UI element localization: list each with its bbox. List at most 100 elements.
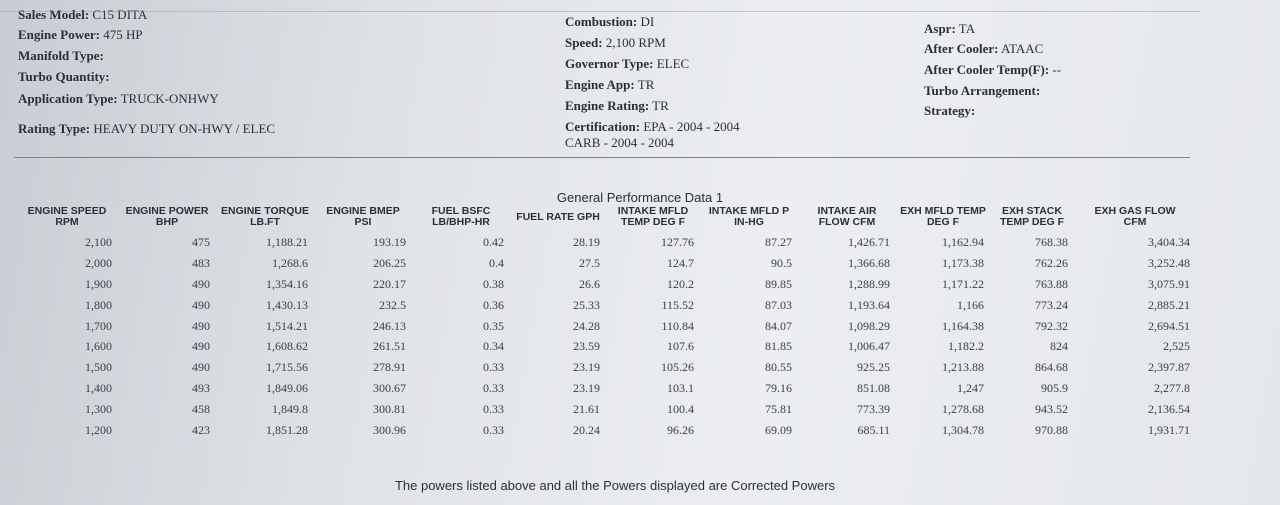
- table-cell: 0.38: [483, 276, 504, 291]
- table-cell: 1,193.64: [848, 297, 890, 312]
- table-cell: 0.42: [483, 234, 504, 249]
- table-cell: 120.2: [667, 276, 694, 291]
- table-cell: 773.24: [1035, 297, 1068, 312]
- table-cell: 69.09: [765, 422, 792, 437]
- table-cell: 2,525: [1163, 339, 1190, 354]
- table-cell: 0.35: [483, 318, 504, 333]
- table-row: 1,800 490 1,430.13 232.5 0.36 25.33 115.52 87.0…: [16, 295, 1196, 316]
- table-cell: 1,268.6: [272, 255, 308, 270]
- table-cell: 107.6: [667, 339, 694, 354]
- table-cell: 1,500: [85, 360, 112, 375]
- table-cell: 300.96: [373, 422, 406, 437]
- table-cell: 1,608.62: [266, 339, 308, 354]
- table-cell: 0.4: [489, 255, 504, 270]
- col-engine-bmep: ENGINE BMEP PSI: [326, 205, 400, 228]
- table-cell: 0.33: [483, 422, 504, 437]
- table-cell: 232.5: [379, 297, 406, 312]
- table-cell: 127.76: [661, 234, 694, 249]
- table-cell: 26.6: [579, 276, 600, 291]
- table-cell: 23.19: [573, 381, 600, 396]
- table-cell: 490: [192, 297, 210, 312]
- table-cell: 0.36: [483, 297, 504, 312]
- table-cell: 0.33: [483, 402, 504, 417]
- table-cell: 493: [192, 381, 210, 396]
- top-divider: [0, 11, 1200, 12]
- table-row: 1,900 490 1,354.16 220.17 0.38 26.6 120.2 89.85…: [16, 274, 1196, 295]
- table-cell: 1,098.29: [848, 318, 890, 333]
- table-cell: 115.52: [661, 297, 694, 312]
- table-cell: 193.19: [373, 234, 406, 249]
- table-cell: 423: [192, 422, 210, 437]
- certification-carb: CARB - 2004 - 2004: [565, 135, 675, 150]
- table-cell: 1,700: [85, 318, 112, 333]
- table-cell: 824: [1050, 339, 1068, 354]
- table-cell: 79.16: [765, 381, 792, 396]
- table-cell: 1,006.47: [848, 339, 890, 354]
- table-cell: 1,213.88: [942, 360, 984, 375]
- table-cell: 105.26: [661, 360, 694, 375]
- col-intake-air-flow: INTAKE AIR FLOW CFM: [817, 205, 877, 228]
- table-cell: 1,166: [957, 297, 984, 312]
- table-cell: 24.28: [573, 318, 600, 333]
- table-cell: 475: [192, 234, 210, 249]
- table-cell: 1,200: [85, 422, 112, 437]
- application-type-field: Application Type: TRUCK-ONHWY: [18, 91, 219, 106]
- table-cell: 1,182.2: [948, 339, 984, 354]
- table-cell: 25.33: [573, 297, 600, 312]
- table-cell: 1,162.94: [942, 234, 984, 249]
- table-cell: 970.88: [1035, 422, 1068, 437]
- table-cell: 1,514.21: [266, 318, 308, 333]
- table-cell: 0.33: [483, 360, 504, 375]
- table-cell: 851.08: [857, 381, 890, 396]
- table-cell: 1,600: [85, 339, 112, 354]
- table-cell: 1,354.16: [266, 276, 308, 291]
- table-cell: 1,304.78: [942, 422, 984, 437]
- table-cell: 762.26: [1035, 255, 1068, 270]
- table-cell: 3,075.91: [1148, 276, 1190, 291]
- table-cell: 75.81: [765, 402, 792, 417]
- table-row: 2,000 483 1,268.6 206.25 0.4 27.5 124.7 90.5 1,3…: [16, 253, 1196, 274]
- engine-app-field: Engine App: TR: [565, 77, 655, 92]
- table-cell: 1,900: [85, 276, 112, 291]
- table-cell: 490: [192, 276, 210, 291]
- table-cell: 278.91: [373, 360, 406, 375]
- col-fuel-rate: FUEL RATE GPH: [516, 210, 600, 223]
- turbo-arrangement-field: Turbo Arrangement:: [924, 83, 1041, 98]
- table-cell: 23.19: [573, 360, 600, 375]
- table-cell: 300.81: [373, 402, 406, 417]
- table-cell: 1,800: [85, 297, 112, 312]
- table-cell: 87.03: [765, 297, 792, 312]
- table-cell: 1,400: [85, 381, 112, 396]
- table-cell: 2,885.21: [1148, 297, 1190, 312]
- table-cell: 1,851.28: [266, 422, 308, 437]
- after-cooler-field: After Cooler: ATAAC: [924, 41, 1044, 56]
- table-cell: 2,277.8: [1154, 381, 1190, 396]
- rating-type-field: Rating Type: HEAVY DUTY ON-HWY / ELEC: [18, 121, 276, 136]
- table-cell: 23.59: [573, 339, 600, 354]
- footer-note: The powers listed above and all the Powe…: [394, 478, 836, 493]
- table-cell: 1,247: [957, 381, 984, 396]
- table-cell: 685.11: [857, 422, 890, 437]
- table-cell: 206.25: [373, 255, 406, 270]
- engine-rating-field: Engine Rating: TR: [565, 98, 669, 113]
- table-cell: 300.67: [373, 381, 406, 396]
- table-row: 1,200 423 1,851.28 300.96 0.33 20.24 96.26 69.0…: [16, 420, 1196, 441]
- table-cell: 1,171.22: [942, 276, 984, 291]
- col-engine-speed: ENGINE SPEED RPM: [27, 205, 107, 228]
- table-cell: 21.61: [573, 402, 600, 417]
- table-cell: 458: [192, 402, 210, 417]
- table-cell: 1,849.06: [266, 381, 308, 396]
- table-cell: 3,252.48: [1148, 255, 1190, 270]
- table-cell: 27.5: [579, 255, 600, 270]
- manifold-type-field: Manifold Type:: [18, 48, 104, 63]
- table-row: 1,300 458 1,849.8 300.81 0.33 21.61 100.4 75.81…: [16, 399, 1196, 420]
- speed-field: Speed: 2,100 RPM: [565, 35, 666, 50]
- table-cell: 792.32: [1035, 318, 1068, 333]
- table-cell: 20.24: [573, 422, 600, 437]
- table-cell: 1,426.71: [848, 234, 890, 249]
- table-cell: 1,278.68: [942, 402, 984, 417]
- table-cell: 2,000: [85, 255, 112, 270]
- table-cell: 1,931.71: [1148, 422, 1190, 437]
- table-cell: 87.27: [765, 234, 792, 249]
- table-cell: 80.55: [765, 360, 792, 375]
